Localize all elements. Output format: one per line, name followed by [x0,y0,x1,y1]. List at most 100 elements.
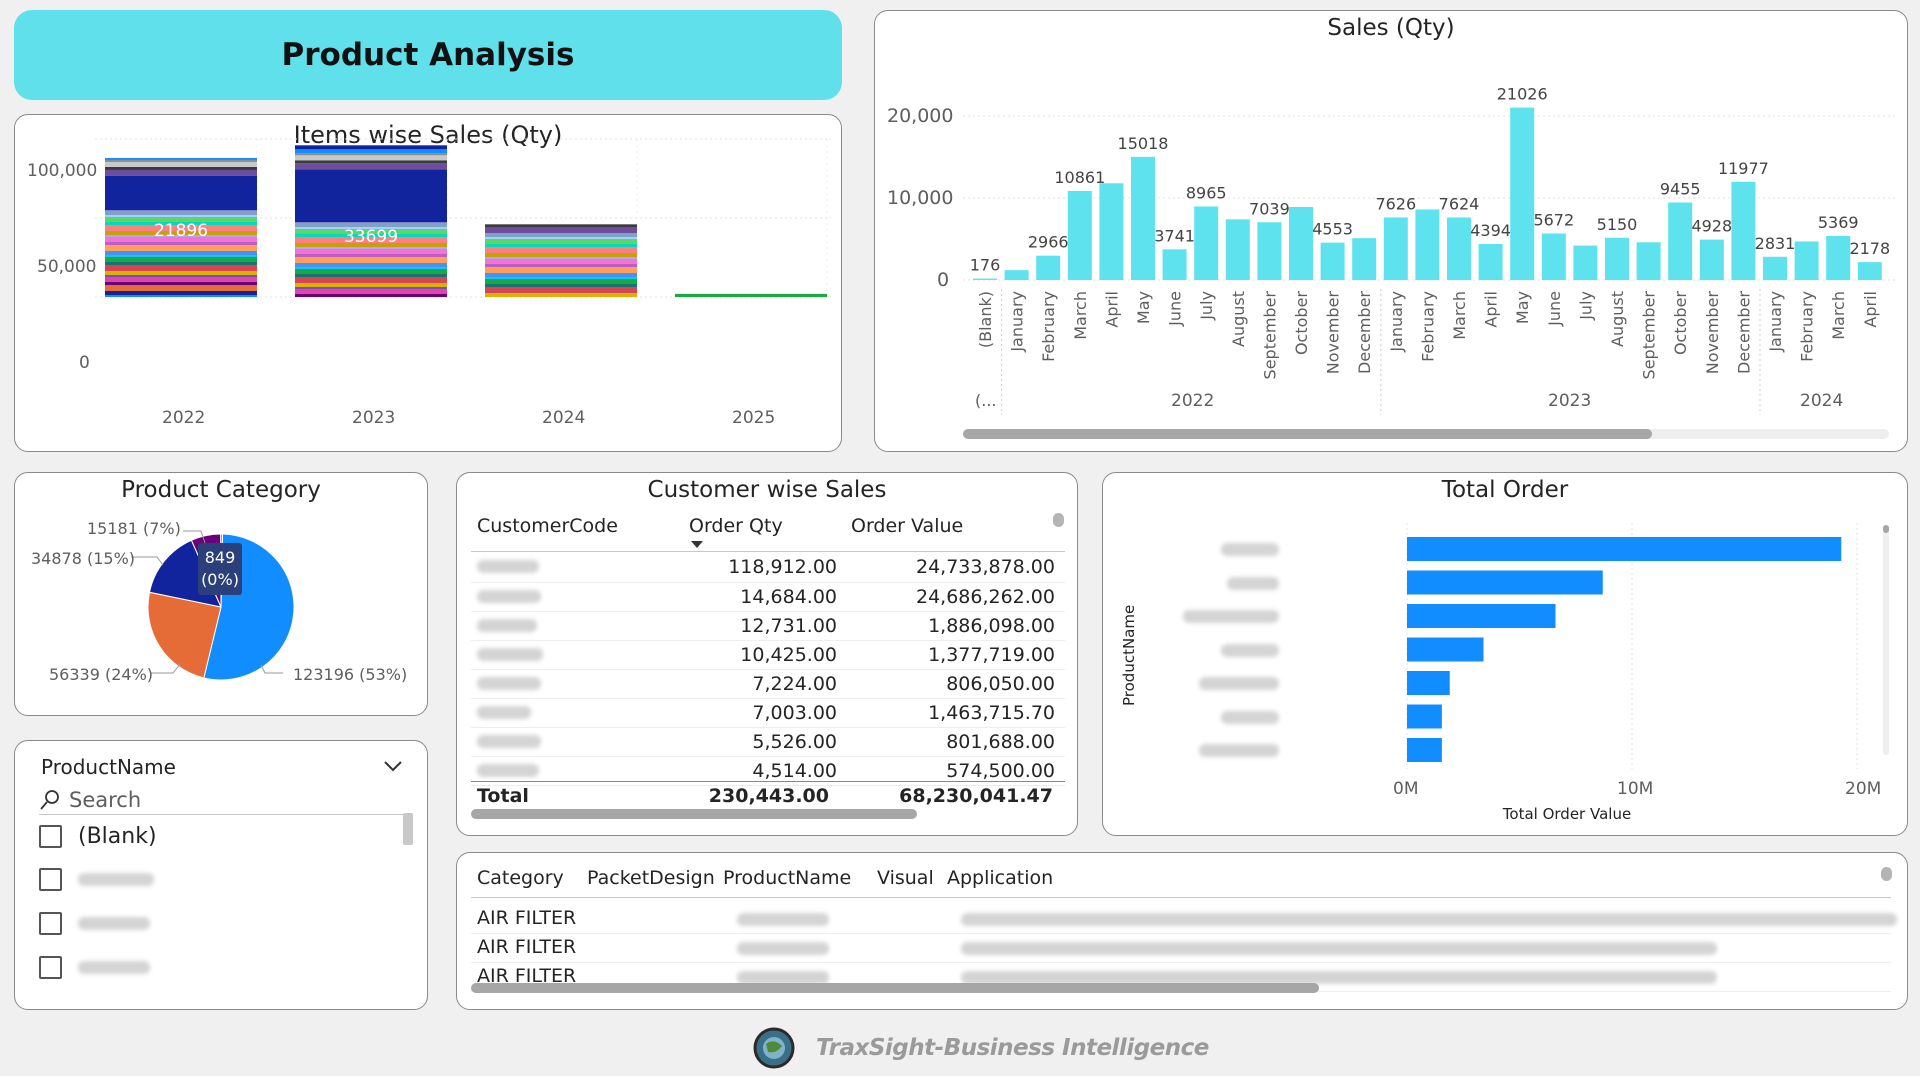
hbar[interactable] [1407,637,1484,662]
bar-segment[interactable] [105,169,257,176]
bar-segment[interactable] [295,257,447,263]
bar-segment[interactable] [105,265,257,271]
column-bar[interactable] [1162,249,1187,280]
items-sales-chart[interactable] [15,115,842,452]
horizontal-scrollbar[interactable] [963,429,1889,439]
bar-segment[interactable] [485,284,637,287]
bar-segment[interactable] [295,153,447,156]
bar-segment[interactable] [295,223,447,227]
bar-segment[interactable] [105,211,257,215]
column-bar[interactable] [1131,156,1155,280]
bar-segment[interactable] [485,244,637,247]
column-bar[interactable] [1352,238,1377,280]
hbar[interactable] [1407,738,1442,762]
column-header-order-qty[interactable]: Order Qty [689,515,783,537]
bar-segment[interactable] [105,235,257,237]
table-row[interactable]: 12,731.00 1,886,098.00 [471,611,1065,641]
total-order-chart[interactable] [1103,473,1908,836]
bar-segment[interactable] [295,249,447,254]
column-header-application[interactable]: Application [947,867,1054,889]
bar-segment[interactable] [485,224,637,227]
bar-segment[interactable] [105,157,257,160]
bar-segment[interactable] [485,287,637,293]
table-row[interactable]: 5,526.00 801,688.00 [471,727,1065,757]
total-order-card[interactable]: Total Order 0M 10M 20M Total Order Value… [1102,472,1908,836]
bar-segment[interactable] [295,160,447,164]
bar-segment[interactable] [295,277,447,283]
bar-segment[interactable] [295,145,447,150]
search-input[interactable]: Search [69,787,142,812]
sort-desc-icon[interactable] [691,541,703,548]
column-bar[interactable] [1731,181,1756,280]
bar-segment[interactable] [105,291,257,295]
column-header-packetdesign[interactable]: PacketDesign [587,867,715,889]
bar-segment[interactable] [105,215,257,217]
column-bar[interactable] [1763,256,1787,280]
slicer-item[interactable] [39,912,150,935]
bar-segment[interactable] [105,159,257,162]
bar-segment[interactable] [105,245,257,251]
column-bar[interactable] [1826,235,1851,280]
scroll-indicator[interactable] [1053,513,1064,527]
bar-segment-highlight[interactable] [295,169,447,223]
column-bar[interactable] [1036,255,1061,280]
bar-segment[interactable] [295,227,447,229]
column-bar[interactable] [1004,270,1029,280]
vertical-scrollbar[interactable] [403,813,413,845]
chevron-down-icon[interactable] [383,759,403,773]
bar-segment[interactable] [485,259,637,264]
bar-segment[interactable] [675,293,827,297]
bar-segment[interactable] [295,263,447,267]
stacked-bar-2023[interactable] [295,145,447,297]
bar-segment[interactable] [485,247,637,253]
column-bar[interactable] [1067,190,1092,280]
bar-segment[interactable] [295,269,447,274]
scrollbar-thumb[interactable] [1883,525,1889,533]
bar-segment[interactable] [295,283,447,287]
sales-qty-card[interactable]: Sales (Qty) 176 2966 10861 15018 3741 8965 703… [874,10,1908,452]
pie-slice[interactable] [147,591,222,679]
hbar[interactable] [1407,604,1556,628]
stacked-bar-2022[interactable] [105,157,257,297]
bar-segment[interactable] [485,267,637,273]
stacked-bar-2024[interactable] [485,224,637,297]
table-row[interactable]: 7,224.00 806,050.00 [471,669,1065,699]
bar-segment[interactable] [105,262,257,265]
column-bar[interactable] [1636,242,1661,280]
bar-segment[interactable] [295,229,447,234]
bar-segment[interactable] [105,251,257,255]
slicer-item[interactable] [39,956,150,979]
column-header-customercode[interactable]: CustomerCode [477,515,618,537]
bar-segment[interactable] [105,231,257,235]
bar-segment[interactable] [295,149,447,154]
checkbox[interactable] [39,956,62,979]
column-bar[interactable] [1541,233,1566,280]
table-row[interactable]: 14,684.00 24,686,262.00 [471,582,1065,612]
column-bar[interactable] [1289,207,1313,280]
column-bar[interactable] [1099,183,1124,280]
table-row[interactable]: 4,514.00 574,500.00 [471,756,1065,786]
scroll-indicator[interactable] [1881,867,1892,881]
bar-segment[interactable] [485,233,637,237]
checkbox[interactable] [39,825,62,848]
slicer-item[interactable] [39,868,154,891]
bar-segment[interactable] [105,217,257,222]
bar-segment[interactable] [295,294,447,297]
column-bar[interactable] [1699,239,1724,280]
column-bar[interactable] [1605,237,1629,280]
bar-segment[interactable] [295,247,447,249]
bar-segment[interactable] [295,155,447,161]
column-header-order-value[interactable]: Order Value [851,515,964,537]
bar-segment[interactable] [295,234,447,237]
bar-segment[interactable] [105,271,257,275]
column-bar[interactable] [1415,209,1440,280]
bar-segment[interactable] [485,279,637,284]
checkbox[interactable] [39,912,62,935]
product-category-card[interactable]: Product Category 15181 (7%) 34878 (15%) … [14,472,428,716]
horizontal-scrollbar[interactable] [471,983,1319,993]
hbar[interactable] [1407,704,1442,729]
sales-qty-chart[interactable]: 176 2966 10861 15018 3741 8965 7039 4553 7626 762… [875,11,1908,452]
bar-segment[interactable] [295,267,447,269]
column-bar[interactable] [1194,206,1219,280]
bar-segment[interactable] [295,237,447,243]
